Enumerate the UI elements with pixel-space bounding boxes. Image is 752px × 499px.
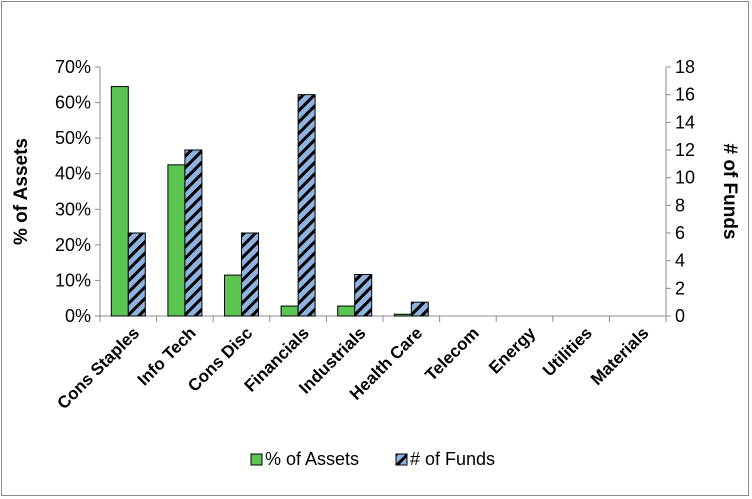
y-right-tick-label: 2 (675, 278, 685, 298)
bar-num-funds (184, 149, 203, 317)
y-left-tick-label: 60% (55, 93, 91, 113)
y-left-tick-label: 0% (65, 306, 91, 326)
bar-num-funds (354, 274, 373, 317)
plot-area: 0% 10% 20% 30% 40% 50% 60% 70% 0 2 4 6 8 10 12 14 16 18 Co… (11, 57, 740, 469)
bar-num-funds (127, 232, 146, 317)
bar-num-funds (241, 232, 259, 317)
y-right-tick-label: 10 (675, 168, 695, 188)
y-axis-right-title: # of Funds (719, 143, 740, 239)
y-left-tick-label: 50% (55, 128, 91, 148)
y-axis-left-title: % of Assets (11, 138, 32, 245)
bar-pct-assets (280, 305, 299, 317)
y-right-tick-label: 12 (675, 140, 695, 160)
y-left-tick-label: 70% (55, 57, 91, 77)
y-right-tick-label: 14 (675, 112, 695, 132)
bar-pct-assets (110, 86, 129, 317)
legend-label-pct-assets: % of Assets (265, 449, 359, 469)
y-left-tick-label: 10% (55, 270, 91, 290)
legend-swatch-num-funds (395, 453, 408, 466)
x-tick-label: Cons Staples (54, 323, 144, 413)
y-right-tick-label: 8 (675, 195, 685, 215)
bar-pct-assets (167, 164, 186, 317)
y-right-tick-label: 16 (675, 85, 695, 105)
legend-swatch-pct-assets (250, 453, 263, 466)
bar-num-funds (410, 301, 429, 317)
legend-label-num-funds: # of Funds (410, 449, 495, 469)
y-right-tick-label: 6 (675, 223, 685, 243)
y-right-tick-label: 0 (675, 306, 685, 326)
bar-pct-assets (337, 305, 356, 317)
x-tick-label: Telecom (421, 323, 482, 384)
y-left-tick-label: 30% (55, 199, 91, 219)
y-right-tick-label: 4 (675, 251, 685, 271)
y-left-tick-label: 40% (55, 164, 91, 184)
bar-pct-assets (224, 274, 242, 317)
y-left-tick-label: 20% (55, 235, 91, 255)
x-tick-label: Utilities (539, 323, 596, 380)
y-right-tick-label: 18 (675, 57, 695, 77)
x-tick-label: Energy (485, 323, 540, 378)
x-tick-label: Materials (587, 323, 653, 389)
bar-pct-assets (393, 313, 412, 317)
bar-num-funds (297, 94, 316, 317)
